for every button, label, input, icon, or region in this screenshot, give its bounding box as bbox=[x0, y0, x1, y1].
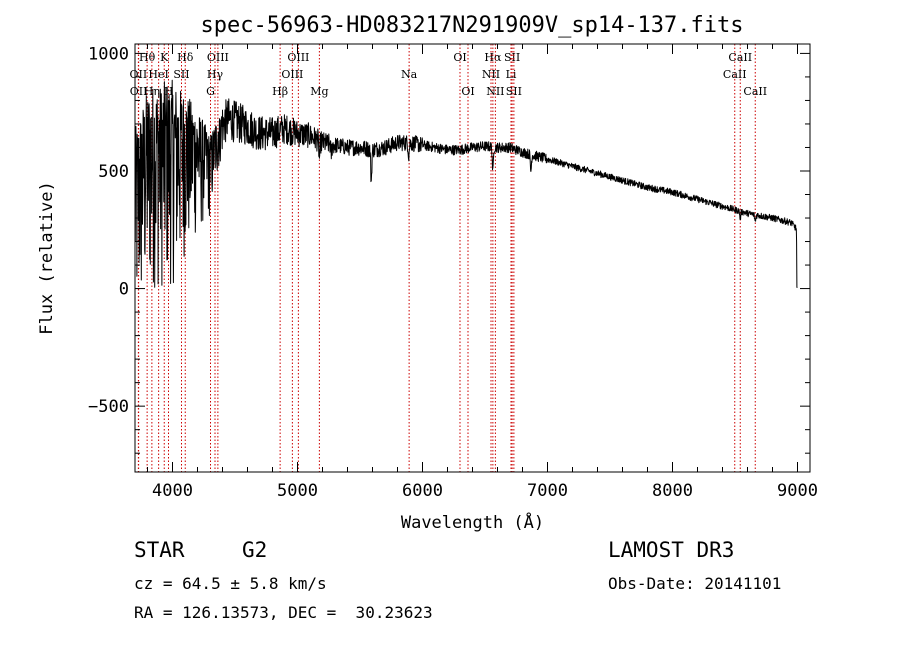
line-marker-label: OI bbox=[461, 85, 474, 98]
line-marker-label: HeI bbox=[148, 68, 168, 81]
line-marker-label: OII bbox=[130, 68, 148, 81]
line-marker-label: Na bbox=[401, 68, 418, 81]
sky-coordinates: RA = 126.13573, DEC = 30.23623 bbox=[134, 603, 433, 622]
line-marker-label: SII bbox=[506, 85, 522, 98]
line-marker-label: OIII bbox=[281, 68, 303, 81]
survey-name: LAMOST DR3 bbox=[608, 538, 735, 562]
line-marker-label: CaII bbox=[723, 68, 747, 81]
line-marker-label: Hη bbox=[144, 85, 160, 98]
line-marker-label: H bbox=[164, 85, 174, 98]
object-class: STAR bbox=[134, 538, 185, 562]
line-marker-label: SII bbox=[173, 68, 189, 81]
y-axis-label: Flux (relative) bbox=[37, 181, 57, 335]
x-tick-label: 4000 bbox=[152, 481, 193, 501]
line-marker-label: G bbox=[206, 85, 215, 98]
spectrum-layer bbox=[134, 79, 798, 288]
spectrum-line bbox=[134, 79, 798, 288]
line-marker-label: OIII bbox=[287, 51, 309, 64]
line-marker-label: OI bbox=[453, 51, 466, 64]
line-marker-label: NII bbox=[486, 85, 504, 98]
x-tick-label: 7000 bbox=[527, 481, 568, 501]
line-marker-label: NII bbox=[482, 68, 500, 81]
y-tick-label: −500 bbox=[88, 397, 129, 417]
axis-ticks: 4000 5000 6000 7000 8000 9000 −500 0 500 1000 bbox=[88, 44, 818, 501]
x-tick-label: 8000 bbox=[652, 481, 693, 501]
chart-title: spec-56963-HD083217N291909V_sp14-137.fit… bbox=[200, 13, 743, 38]
line-marker-label: Li bbox=[506, 68, 517, 81]
x-tick-label: 9000 bbox=[777, 481, 818, 501]
line-marker-label: K bbox=[160, 51, 169, 64]
redshift-velocity: cz = 64.5 ± 5.8 km/s bbox=[134, 574, 327, 593]
x-tick-label: 5000 bbox=[277, 481, 318, 501]
line-marker-label: Hγ bbox=[207, 68, 224, 81]
line-marker-label: Hα bbox=[484, 51, 502, 64]
spectral-subclass: G2 bbox=[242, 538, 268, 562]
observation-date: Obs-Date: 20141101 bbox=[608, 574, 782, 593]
spectral-line-markers: Hθ OII OII K HeI Hη Hδ SII H OIII Hγ G Hβ OIII OIII Mg N… bbox=[130, 44, 767, 472]
line-marker-label: SII bbox=[504, 51, 520, 64]
line-marker-label: OIII bbox=[207, 51, 229, 64]
line-marker-label: Hθ bbox=[139, 51, 156, 64]
line-marker-label: CaII bbox=[743, 85, 767, 98]
y-tick-label: 500 bbox=[98, 162, 129, 182]
x-tick-label: 6000 bbox=[402, 481, 443, 501]
y-tick-label: 0 bbox=[119, 280, 129, 300]
line-marker-label: Hδ bbox=[177, 51, 194, 64]
line-marker-label: CaII bbox=[728, 51, 752, 64]
x-axis-label: Wavelength (Å) bbox=[401, 511, 544, 533]
line-marker-label: Mg bbox=[310, 85, 328, 98]
y-tick-label: 1000 bbox=[88, 44, 129, 64]
line-marker-label: OII bbox=[130, 85, 148, 98]
line-marker-label: Hβ bbox=[272, 85, 288, 98]
